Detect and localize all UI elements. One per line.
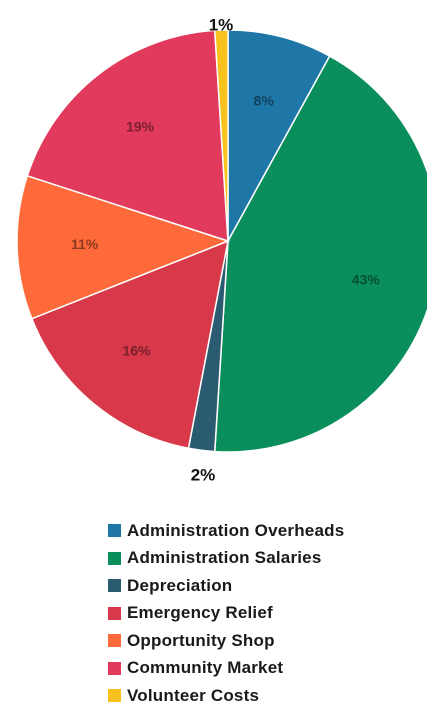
pie-chart: 8% 43% 2% 16% 11% 19% 1% [16, 15, 427, 484]
pie-slice-administration-overheads [227, 29, 331, 242]
legend-item-emergency-relief: Emergency Relief [108, 600, 344, 628]
legend-swatch [108, 551, 121, 565]
data-label-depreciation: 2% [191, 465, 216, 484]
legend-label: Volunteer Costs [127, 685, 260, 705]
legend-swatch [108, 579, 121, 593]
legend-item-administration-salaries: Administration Salaries [108, 545, 344, 573]
legend-label: Administration Overheads [127, 520, 345, 540]
legend-label: Emergency Relief [127, 603, 273, 623]
legend-item-opportunity-shop: Opportunity Shop [108, 627, 344, 655]
pie-slice-community-market [26, 29, 229, 243]
data-label-administration-overheads: 8% [254, 93, 275, 109]
legend-swatch [108, 606, 121, 620]
pie-slice-volunteer-costs [213, 29, 229, 242]
data-label-community-market: 19% [126, 118, 155, 134]
legend-item-administration-overheads: Administration Overheads [108, 517, 344, 545]
pie-slice-administration-salaries [213, 55, 427, 453]
legend: Administration Overheads Administration S… [108, 517, 344, 710]
legend-label: Opportunity Shop [127, 630, 275, 650]
pie-slice-opportunity-shop [16, 174, 231, 320]
legend-label: Administration Salaries [127, 548, 322, 568]
data-label-administration-salaries: 43% [352, 272, 381, 288]
data-label-volunteer-costs: 1% [209, 15, 234, 34]
data-label-opportunity-shop: 11% [71, 236, 99, 252]
legend-swatch [108, 524, 121, 538]
pie-slice-emergency-relief [30, 239, 229, 450]
legend-item-volunteer-costs: Volunteer Costs [108, 682, 344, 710]
data-label-emergency-relief: 16% [122, 342, 151, 358]
legend-label: Community Market [127, 658, 284, 678]
legend-item-community-market: Community Market [108, 655, 344, 683]
legend-item-depreciation: Depreciation [108, 572, 344, 600]
legend-swatch [108, 661, 121, 675]
legend-swatch [108, 634, 121, 648]
legend-label: Depreciation [127, 575, 233, 595]
legend-swatch [108, 689, 121, 703]
